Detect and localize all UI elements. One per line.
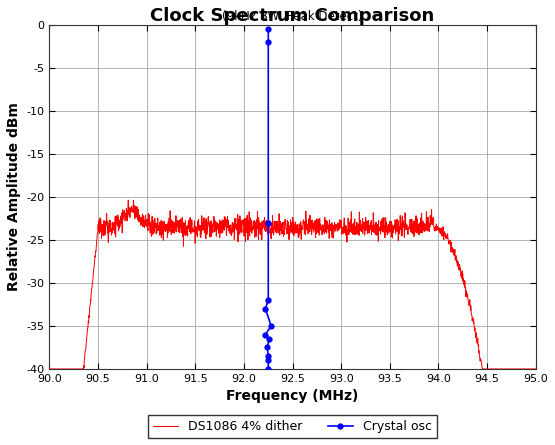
Crystal osc <box>265 358 271 363</box>
Crystal osc <box>265 366 271 372</box>
Crystal osc <box>265 353 271 359</box>
DS1086 4% dither <box>429 218 436 223</box>
Crystal osc <box>262 306 269 312</box>
DS1086 4% dither <box>270 224 276 229</box>
Crystal osc <box>265 298 271 303</box>
DS1086 4% dither <box>518 366 525 372</box>
DS1086 4% dither <box>71 366 78 372</box>
Crystal osc <box>268 323 275 328</box>
Title: Clock Spectrum Comparison: Clock Spectrum Comparison <box>150 7 435 25</box>
DS1086 4% dither <box>125 198 132 203</box>
Crystal osc <box>265 40 271 45</box>
Crystal osc <box>265 220 271 226</box>
DS1086 4% dither <box>532 366 539 372</box>
Line: DS1086 4% dither: DS1086 4% dither <box>49 200 536 369</box>
Text: (9kHz BW, Peak Detect): (9kHz BW, Peak Detect) <box>223 10 363 24</box>
Legend: DS1086 4% dither, Crystal osc: DS1086 4% dither, Crystal osc <box>148 415 437 438</box>
DS1086 4% dither <box>283 226 290 231</box>
Crystal osc <box>266 336 273 341</box>
DS1086 4% dither <box>46 366 53 372</box>
Crystal osc <box>262 332 269 337</box>
Y-axis label: Relative Amplitude dBm: Relative Amplitude dBm <box>7 103 21 291</box>
DS1086 4% dither <box>518 366 525 372</box>
Line: Crystal osc: Crystal osc <box>263 27 274 372</box>
Crystal osc <box>265 27 271 32</box>
Crystal osc <box>264 345 271 350</box>
X-axis label: Frequency (MHz): Frequency (MHz) <box>226 389 359 403</box>
